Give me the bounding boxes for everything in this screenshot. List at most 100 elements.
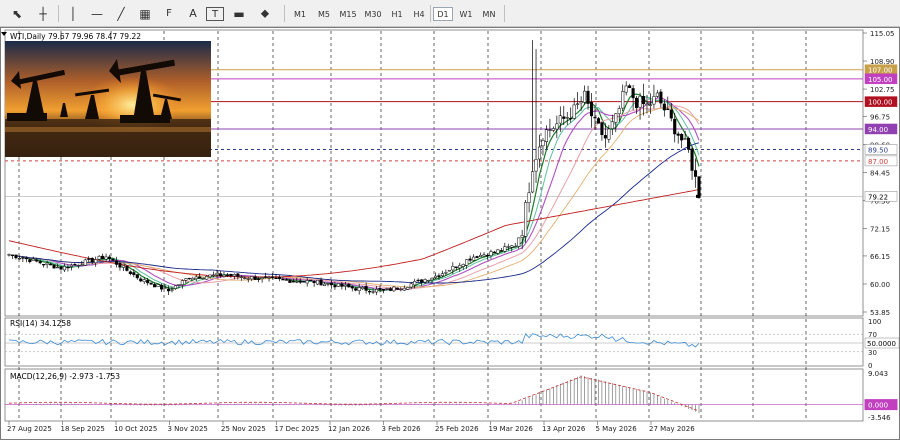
- date-tick-label: 25 Feb 2026: [435, 425, 479, 433]
- candle-body: [534, 159, 538, 172]
- candle-body: [274, 277, 278, 280]
- channel-icon[interactable]: ▦: [139, 6, 151, 21]
- timeframe-mn[interactable]: MN: [482, 9, 496, 19]
- candle-body: [444, 272, 448, 274]
- candle-body: [430, 277, 434, 281]
- toolbar-separator: [504, 5, 505, 22]
- candle-body: [524, 202, 528, 237]
- toolbar-separator: [284, 5, 285, 22]
- last-candle: [696, 194, 699, 198]
- candle-body: [517, 237, 521, 247]
- shapes-icon[interactable]: ⬥: [260, 6, 270, 20]
- chart-window[interactable]: 1007050.000030050.0000 9.0430.000-3.5460…: [0, 27, 900, 440]
- candle-body: [583, 90, 587, 103]
- grid-layer: [18, 31, 807, 420]
- candle-body: [295, 281, 299, 283]
- candle-body: [385, 288, 389, 290]
- candle-body: [160, 284, 164, 290]
- candle-body: [52, 264, 56, 269]
- candle-body: [499, 250, 503, 252]
- candle-body: [399, 288, 403, 291]
- cursor-icon[interactable]: ⬉: [11, 6, 23, 21]
- candle-body: [201, 278, 205, 280]
- candle-body: [118, 263, 122, 268]
- rsi-value-tag-label: 50.0000: [867, 340, 896, 348]
- trendline-icon[interactable]: ╱: [117, 6, 125, 21]
- candle-body: [114, 260, 119, 265]
- level-tag: [864, 73, 898, 85]
- candle-body: [420, 279, 424, 283]
- chart-canvas[interactable]: 1007050.000030050.0000 9.0430.000-3.5460…: [1, 28, 899, 439]
- candle-body: [170, 289, 174, 291]
- price-tick-label: 102.75: [870, 86, 895, 94]
- rsi-pane-border: [4, 317, 864, 367]
- candle-body: [21, 257, 25, 259]
- macd-tick-label: -3.546: [868, 414, 891, 422]
- candle-body: [610, 121, 614, 129]
- timeframe-w1[interactable]: W1: [459, 9, 473, 19]
- candle-body: [312, 281, 316, 283]
- collapse-arrow-icon[interactable]: [1, 32, 7, 36]
- candle-body: [451, 265, 455, 271]
- text-label-icon[interactable]: T: [206, 7, 224, 21]
- candle-body: [635, 97, 639, 109]
- candle-body: [270, 276, 275, 278]
- timeframe-d1[interactable]: D1: [433, 7, 453, 21]
- candle-body: [35, 259, 39, 262]
- fibonacci-icon[interactable]: F: [166, 8, 172, 19]
- toolbar: ⬉ ┼ │ — ╱ ▦ F A T ▬ ⬥ M1 M5 M15 M30 H1 H…: [0, 0, 900, 27]
- candle-body: [104, 256, 108, 260]
- candle-body: [10, 254, 15, 256]
- crosshair-icon[interactable]: ┼: [39, 6, 47, 21]
- candle-body: [558, 115, 562, 124]
- candle-body: [302, 281, 306, 283]
- timeframe-h1[interactable]: H1: [391, 9, 403, 19]
- candle-body: [479, 254, 483, 258]
- level-tag-label: 87.00: [868, 158, 888, 166]
- candle-body: [607, 128, 611, 140]
- date-tick-label: 3 Nov 2025: [168, 425, 208, 433]
- toolbar-separator: [58, 5, 59, 22]
- price-tick-label: 108.90: [870, 58, 895, 66]
- candle-body: [59, 266, 63, 270]
- candle-body: [257, 278, 261, 280]
- candle-body: [135, 274, 139, 279]
- timeframe-m30[interactable]: M30: [364, 9, 382, 19]
- rectangle-icon[interactable]: ▬: [233, 6, 245, 21]
- candle-body: [447, 270, 451, 272]
- timeframe-h4[interactable]: H4: [413, 9, 425, 19]
- candle-body: [652, 96, 656, 105]
- timeframe-m15[interactable]: M15: [339, 9, 357, 19]
- candle-body: [551, 128, 555, 131]
- candle-body: [108, 256, 112, 259]
- vertical-line-icon[interactable]: │: [69, 6, 77, 21]
- candle-body: [73, 264, 77, 266]
- price-tick-label: 72.15: [870, 226, 890, 234]
- timeframe-m1[interactable]: M1: [294, 9, 306, 19]
- candle-body: [243, 277, 247, 280]
- candlesticks: [7, 40, 701, 296]
- candle-body: [402, 287, 406, 291]
- candle-body: [253, 276, 257, 280]
- level-tag: [864, 191, 898, 202]
- date-tick-label: 19 Mar 2026: [489, 425, 534, 433]
- candle-body: [603, 135, 607, 139]
- candle-body: [187, 277, 191, 280]
- macd-value-tag: [864, 399, 898, 411]
- candle-body: [596, 118, 600, 124]
- candle-body: [426, 280, 431, 282]
- candle-body: [125, 265, 129, 271]
- horizontal-line-icon[interactable]: —: [91, 6, 103, 21]
- price-tick-label: 84.45: [870, 170, 890, 178]
- candle-body: [472, 256, 476, 261]
- candle-body: [492, 251, 496, 254]
- candle-body: [225, 274, 229, 276]
- price-tick-label: 66.15: [870, 253, 890, 261]
- level-tag-label: 105.00: [868, 76, 893, 84]
- candle-body: [461, 264, 465, 267]
- candle-body: [333, 285, 337, 288]
- candle-body: [336, 283, 340, 287]
- text-icon[interactable]: A: [189, 7, 197, 20]
- timeframe-m5[interactable]: M5: [318, 9, 330, 19]
